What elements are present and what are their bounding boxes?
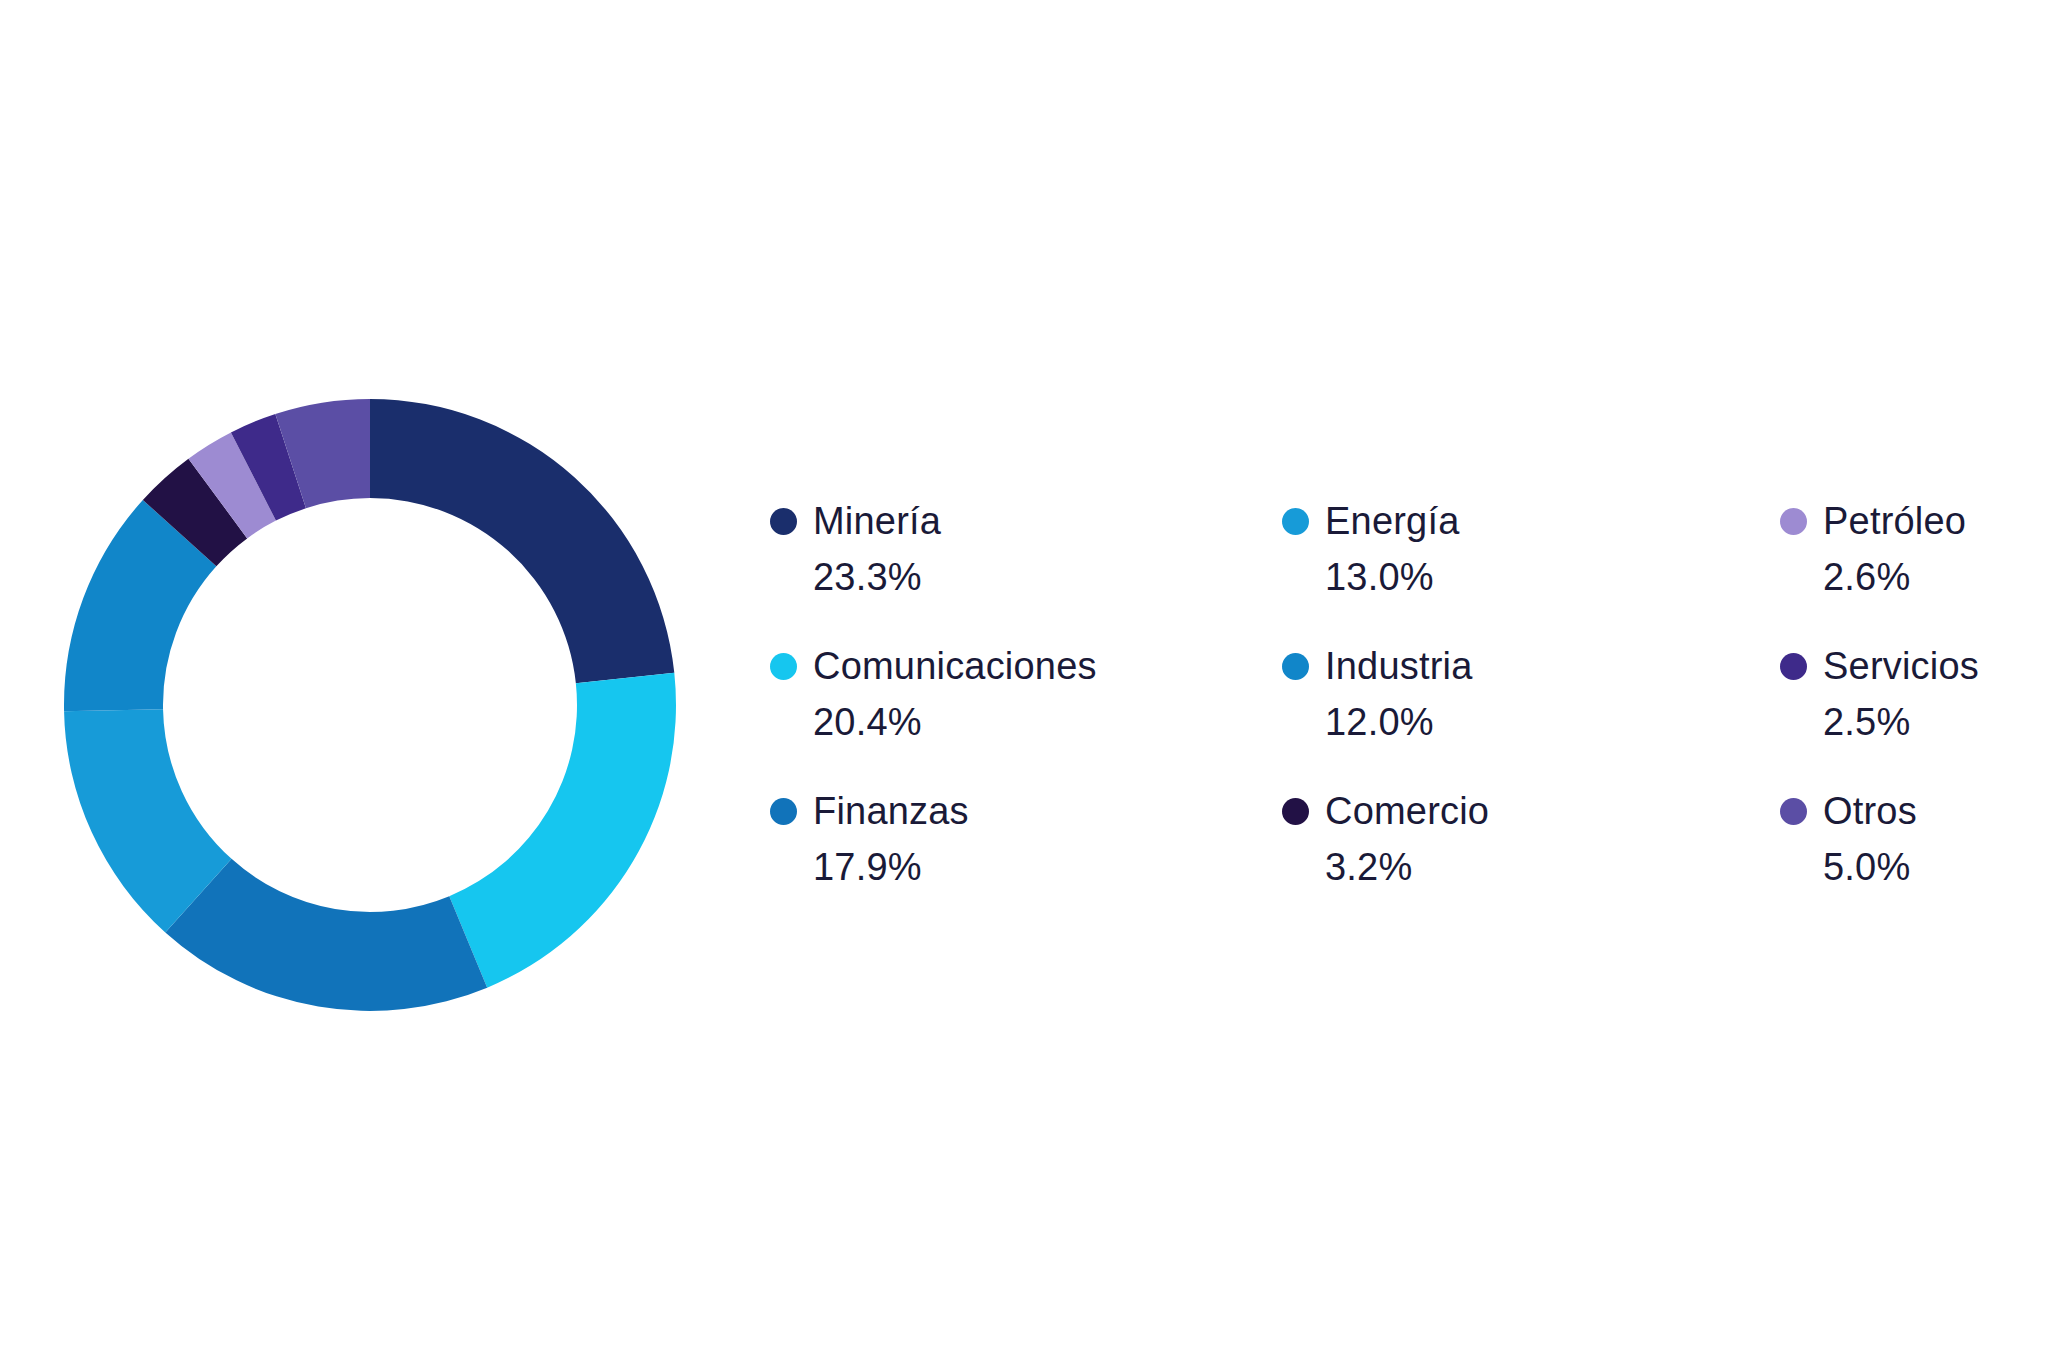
legend-value: 12.0% — [1325, 694, 1473, 750]
donut-chart — [34, 369, 706, 1041]
legend-text-block: Servicios 2.5% — [1823, 638, 1979, 750]
legend-value: 17.9% — [813, 839, 969, 895]
donut-slice-finanzas — [165, 859, 487, 1011]
legend-column-2: Energía 13.0% Industria 12.0% Comercio 3… — [1282, 493, 1489, 928]
legend-color-dot-energia — [1282, 508, 1309, 535]
legend-label: Industria — [1325, 638, 1473, 694]
legend-text-block: Comercio 3.2% — [1325, 783, 1489, 895]
legend-color-dot-otros — [1780, 798, 1807, 825]
legend-label: Finanzas — [813, 783, 969, 839]
legend-text-block: Comunicaciones 20.4% — [813, 638, 1097, 750]
legend-value: 23.3% — [813, 549, 941, 605]
legend-label: Petróleo — [1823, 493, 1966, 549]
legend-label: Energía — [1325, 493, 1460, 549]
legend-item-energia: Energía 13.0% — [1282, 493, 1489, 605]
legend-item-finanzas: Finanzas 17.9% — [770, 783, 1097, 895]
legend-item-servicios: Servicios 2.5% — [1780, 638, 1979, 750]
legend-label: Comunicaciones — [813, 638, 1097, 694]
legend-color-dot-comunicaciones — [770, 653, 797, 680]
legend-color-dot-petroleo — [1780, 508, 1807, 535]
legend-item-otros: Otros 5.0% — [1780, 783, 1979, 895]
legend-item-petroleo: Petróleo 2.6% — [1780, 493, 1979, 605]
donut-slice-mineria — [370, 399, 674, 683]
legend-item-comunicaciones: Comunicaciones 20.4% — [770, 638, 1097, 750]
legend-text-block: Energía 13.0% — [1325, 493, 1460, 605]
legend-label: Servicios — [1823, 638, 1979, 694]
legend-value: 2.5% — [1823, 694, 1979, 750]
legend-color-dot-industria — [1282, 653, 1309, 680]
legend-value: 20.4% — [813, 694, 1097, 750]
legend-label: Minería — [813, 493, 941, 549]
legend-color-dot-mineria — [770, 508, 797, 535]
chart-canvas: Minería 23.3% Comunicaciones 20.4% Finan… — [0, 0, 2048, 1365]
legend-column-3: Petróleo 2.6% Servicios 2.5% Otros 5.0% — [1780, 493, 1979, 928]
legend-text-block: Finanzas 17.9% — [813, 783, 969, 895]
legend-value: 5.0% — [1823, 839, 1917, 895]
legend-text-block: Industria 12.0% — [1325, 638, 1473, 750]
legend-column-1: Minería 23.3% Comunicaciones 20.4% Finan… — [770, 493, 1097, 928]
legend-label: Otros — [1823, 783, 1917, 839]
legend-item-mineria: Minería 23.3% — [770, 493, 1097, 605]
legend-text-block: Otros 5.0% — [1823, 783, 1917, 895]
legend-text-block: Petróleo 2.6% — [1823, 493, 1966, 605]
legend-value: 13.0% — [1325, 549, 1460, 605]
legend-item-industria: Industria 12.0% — [1282, 638, 1489, 750]
legend-label: Comercio — [1325, 783, 1489, 839]
donut-slice-comunicaciones — [449, 673, 676, 988]
legend-color-dot-comercio — [1282, 798, 1309, 825]
legend-item-comercio: Comercio 3.2% — [1282, 783, 1489, 895]
legend-value: 2.6% — [1823, 549, 1966, 605]
legend-color-dot-servicios — [1780, 653, 1807, 680]
legend-text-block: Minería 23.3% — [813, 493, 941, 605]
legend-color-dot-finanzas — [770, 798, 797, 825]
legend-value: 3.2% — [1325, 839, 1489, 895]
